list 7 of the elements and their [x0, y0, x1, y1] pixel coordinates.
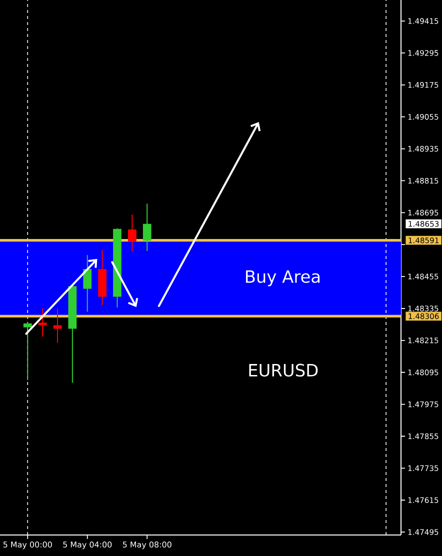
candlestick: [83, 254, 92, 312]
candlestick: [142, 203, 152, 252]
band-label: Buy Area: [246, 270, 320, 286]
candlestick: [128, 214, 136, 252]
candlestick: [23, 321, 32, 381]
text: EURUSD: [249, 364, 318, 377]
candlestick: [38, 308, 47, 338]
